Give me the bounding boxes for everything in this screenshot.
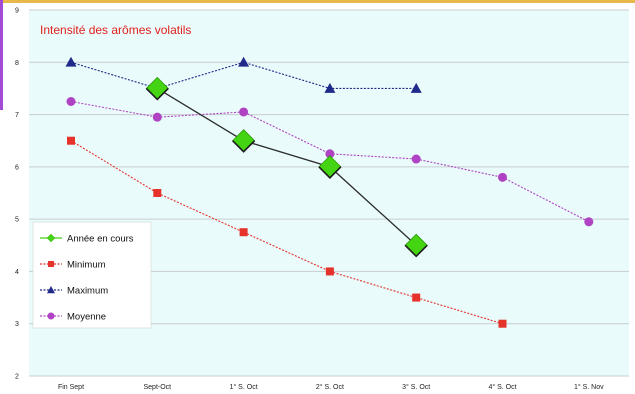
x-tick-label: 3° S. Oct <box>402 383 430 391</box>
x-tick-label: Fin Sept <box>58 384 84 391</box>
series-minimum <box>67 136 507 328</box>
legend-label-annee: Année en cours <box>67 234 134 245</box>
point-minimum <box>153 189 162 197</box>
x-tick-label: 1° S. Oct <box>230 383 258 391</box>
legend-marker-maximum <box>47 286 55 294</box>
point-moyenne <box>66 97 76 106</box>
point-moyenne <box>152 112 162 122</box>
point-maximum <box>410 82 422 93</box>
top-border <box>0 0 635 3</box>
point-moyenne <box>498 172 507 182</box>
point-minimum <box>239 228 248 237</box>
point-moyenne <box>411 154 421 164</box>
point-annee-shadow <box>232 140 256 153</box>
legend-label-minimum: Minimum <box>67 260 106 271</box>
x-tick-label: 1° S. Nov <box>574 383 604 391</box>
point-maximum <box>324 82 336 93</box>
legend-marker-moyenne <box>47 312 55 320</box>
y-tick-label: 6 <box>15 164 19 171</box>
point-moyenne <box>584 217 594 227</box>
series-line-annee <box>156 87 417 246</box>
legend-item-maximum: Maximum <box>40 286 108 297</box>
y-tick-label: 8 <box>15 60 19 67</box>
point-moyenne <box>239 107 249 117</box>
legend-marker-annee <box>46 233 56 243</box>
legend: Année en cours Minimum Maximum Moyenne <box>32 221 152 329</box>
point-annee-shadow <box>318 166 342 179</box>
point-minimum <box>325 267 334 276</box>
point-maximum <box>238 56 250 67</box>
x-axis: Fin Sept Sept-Oct 1° S. Oct 2° S. Oct 3° S. … <box>58 383 604 391</box>
y-axis: 2 3 4 5 6 7 8 9 <box>15 8 19 381</box>
y-tick-label: 2 <box>15 374 19 381</box>
point-moyenne <box>325 149 335 159</box>
point-minimum <box>498 319 507 328</box>
legend-label-moyenne: Moyenne <box>67 312 106 323</box>
y-tick-label: 4 <box>15 269 19 276</box>
legend-item-minimum: Minimum <box>40 260 106 271</box>
point-minimum <box>67 136 75 145</box>
y-tick-label: 3 <box>15 321 19 328</box>
point-annee-shadow <box>145 87 169 101</box>
point-maximum <box>65 56 77 67</box>
x-tick-label: 2° S. Oct <box>316 383 344 391</box>
series-moyenne <box>66 97 594 227</box>
point-annee-shadow <box>404 244 428 258</box>
chart-title: Intensité des arômes volatils <box>40 23 191 37</box>
legend-item-moyenne: Moyenne <box>40 312 106 323</box>
left-accent <box>0 0 3 110</box>
series-line-minimum <box>70 140 503 325</box>
x-tick-label: Sept-Oct <box>143 384 171 391</box>
y-tick-label: 7 <box>15 112 19 119</box>
x-tick-label: 4° S. Oct <box>488 383 516 391</box>
legend-marker-minimum <box>48 261 54 267</box>
point-minimum <box>412 293 421 302</box>
legend-label-maximum: Maximum <box>67 286 108 297</box>
y-tick-label: 5 <box>15 217 19 224</box>
legend-item-annee: Année en cours <box>40 234 134 245</box>
series-group <box>65 56 594 328</box>
series-annee <box>145 76 428 258</box>
y-tick-label: 9 <box>15 8 19 15</box>
